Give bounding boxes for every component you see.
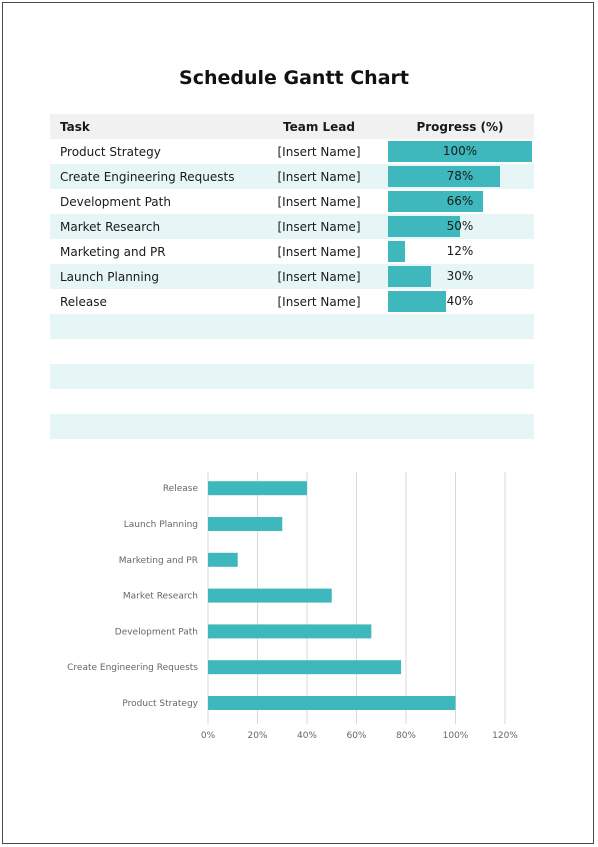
empty-cell [386,314,534,339]
table-row: Create Engineering Requests [Insert Name]… [50,164,534,189]
table-row: Development Path [Insert Name] 66% [50,189,534,214]
task-cell: Create Engineering Requests [50,164,252,189]
progress-cell: 40% [386,289,534,314]
empty-cell [50,364,252,389]
x-tick-label: 0% [201,731,216,741]
empty-cell [50,414,252,439]
table-row: Market Research [Insert Name] 50% [50,214,534,239]
progress-cell: 66% [386,189,534,214]
progress-cell: 78% [386,164,534,189]
progress-label: 30% [446,269,474,283]
progress-table: Task Team Lead Progress (%) Product Stra… [50,114,534,439]
empty-cell [386,389,534,414]
empty-table-row [50,364,534,389]
chart-bar [208,660,402,675]
table-row: Product Strategy [Insert Name] 100% [50,139,534,164]
empty-cell [386,339,534,364]
progress-cell: 100% [386,139,534,164]
progress-bar-fill [388,141,532,162]
empty-cell [386,364,534,389]
progress-cell: 50% [386,214,534,239]
x-tick-label: 100% [443,731,469,741]
progress-cell: 12% [386,239,534,264]
progress-bar-fill [388,241,406,262]
empty-cell [386,414,534,439]
empty-cell [50,339,252,364]
column-header-progress: Progress (%) [386,114,534,139]
y-category-label: Marketing and PR [119,556,198,566]
task-cell: Market Research [50,214,252,239]
team-lead-cell[interactable]: [Insert Name] [252,264,386,289]
table-row: Launch Planning [Insert Name] 30% [50,264,534,289]
team-lead-cell[interactable]: [Insert Name] [252,164,386,189]
column-header-task: Task [50,114,252,139]
progress-cell: 30% [386,264,534,289]
team-lead-cell[interactable]: [Insert Name] [277,144,361,159]
task-cell: Product Strategy [60,144,161,159]
team-lead-cell[interactable]: [Insert Name] [252,214,386,239]
task-cell: Marketing and PR [60,244,166,259]
progress-bar-fill [388,191,484,212]
progress-label: 50% [446,219,474,233]
table-row: Release [Insert Name] 40% [50,289,534,314]
team-lead-cell[interactable]: [Insert Name] [277,294,361,309]
empty-table-row [50,414,534,439]
empty-cell [50,389,252,414]
progress-label: 40% [446,294,474,308]
x-tick-label: 120% [492,731,518,741]
empty-cell [50,314,252,339]
progress-label: 100% [442,144,478,158]
x-tick-label: 80% [396,731,416,741]
y-category-label: Market Research [123,592,198,602]
progress-label: 12% [446,244,474,258]
chart-bar [208,696,456,710]
empty-cell [252,414,386,439]
empty-cell [252,389,386,414]
task-cell: Release [60,294,107,309]
empty-cell [252,314,386,339]
progress-bar-fill [388,266,432,287]
page-title: Schedule Gantt Chart [179,67,409,89]
progress-bar-fill [388,216,460,237]
task-cell: Development Path [60,194,171,209]
chart-bar [208,588,332,603]
progress-bar-fill [388,291,446,312]
empty-table-row [50,389,534,414]
task-cell: Launch Planning [50,264,252,289]
column-header-team-lead: Team Lead [252,114,386,139]
table-header-row: Task Team Lead Progress (%) [50,114,534,139]
empty-table-row [50,314,534,339]
team-lead-cell[interactable]: [Insert Name] [277,194,361,209]
table-row: Marketing and PR [Insert Name] 12% [50,239,534,264]
progress-label: 66% [446,194,474,208]
y-category-label: Release [163,484,199,494]
chart-bar [208,517,283,531]
progress-label: 78% [446,169,474,183]
progress-bar-chart: 0% 20% 40% 60% 80% 100% 120% Product Strategy Cr… [67,472,518,741]
y-category-label: Launch Planning [124,520,198,530]
team-lead-cell[interactable]: [Insert Name] [277,244,361,259]
y-category-label: Product Strategy [122,699,198,709]
empty-cell [252,364,386,389]
chart-bar [208,552,238,567]
empty-cell [252,339,386,364]
y-category-label: Development Path [115,627,198,637]
empty-table-row [50,339,534,364]
chart-bar [208,481,307,496]
chart-bar [208,624,372,639]
x-tick-label: 40% [297,731,317,741]
x-tick-label: 20% [247,731,267,741]
y-category-label: Create Engineering Requests [67,663,198,673]
x-tick-label: 60% [346,731,366,741]
progress-bar-fill [388,166,501,187]
